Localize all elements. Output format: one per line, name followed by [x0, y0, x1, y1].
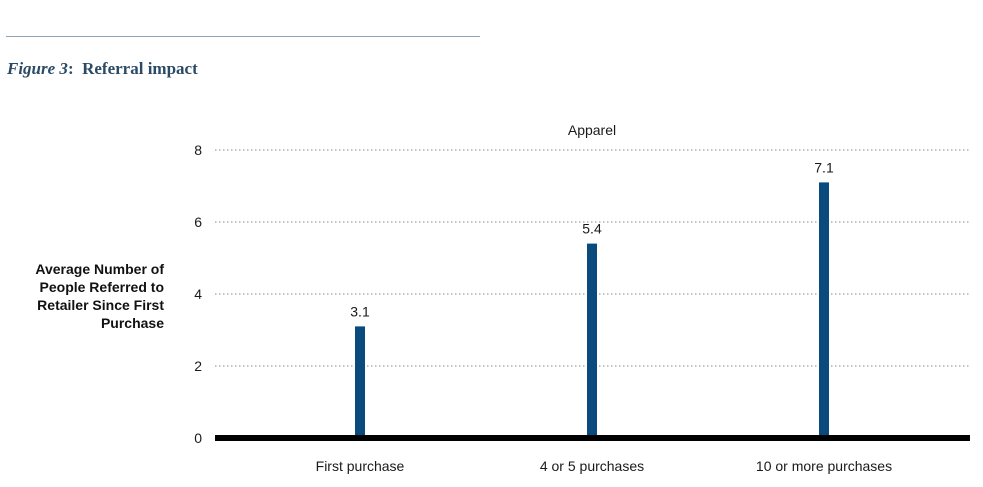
figure-title: Figure 3: Referral impact	[7, 59, 198, 79]
bars	[355, 182, 829, 438]
figure-label: Figure 3	[7, 59, 68, 78]
y-axis-label: Average Number of People Referred to Ret…	[35, 261, 164, 331]
data-label: 7.1	[814, 159, 834, 175]
x-tick-label: 10 or more purchases	[756, 458, 892, 474]
figure-title-separator: :	[67, 59, 74, 78]
header-divider	[6, 36, 480, 37]
y-tick-label: 2	[194, 358, 202, 374]
x-tick-labels: First purchase 4 or 5 purchases 10 or more…	[316, 458, 892, 474]
y-tick-labels: 0 2 4 6 8	[194, 142, 202, 446]
data-label: 3.1	[350, 303, 370, 319]
y-tick-label: 6	[194, 214, 202, 230]
y-tick-label: 0	[194, 430, 202, 446]
x-tick-label: 4 or 5 purchases	[540, 458, 644, 474]
y-tick-label: 4	[194, 286, 202, 302]
bar	[587, 243, 597, 438]
data-label: 5.4	[582, 221, 602, 237]
bar	[819, 182, 829, 438]
y-tick-label: 8	[194, 142, 202, 158]
data-labels: 3.1 5.4 7.1	[350, 159, 834, 319]
x-tick-label: First purchase	[316, 458, 405, 474]
bar	[355, 326, 365, 438]
figure-title-text: Referral impact	[82, 59, 198, 78]
chart-title: Apparel	[568, 122, 616, 138]
